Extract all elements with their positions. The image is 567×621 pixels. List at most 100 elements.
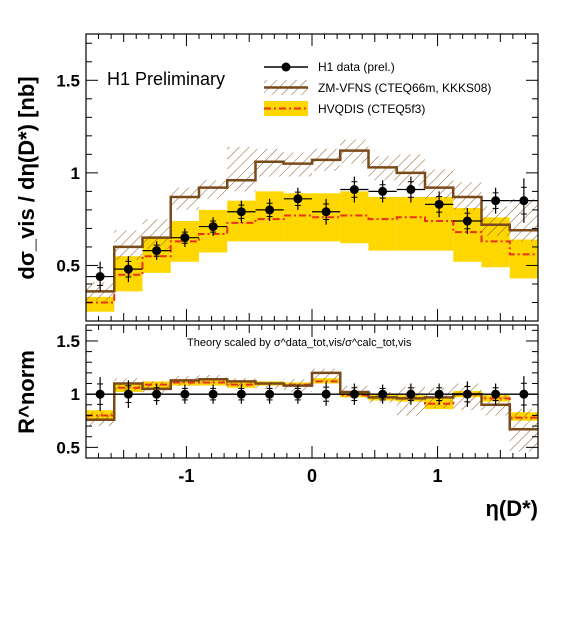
data-point [170,228,199,247]
data-point-marker [265,389,275,399]
bottom-points-layer [86,376,538,413]
zmvfns-band-bin [312,368,341,382]
data-point [509,178,538,223]
data-point-marker [406,389,416,399]
top-y-ticks: 0.5 1 1.5 [56,42,538,322]
data-point-marker [236,207,246,217]
data-point [142,383,171,405]
legend-entry-hvqdis: HVQDIS (CTEQ5f3) [318,102,425,116]
data-point-marker [519,196,529,206]
data-point-marker [293,389,303,399]
data-point [199,217,228,236]
data-point-marker [378,389,388,399]
data-point-marker [462,389,472,399]
bottom-y-axis-label: R^norm [14,350,39,434]
data-point [340,383,369,405]
data-point-marker [519,389,529,399]
data-point [453,208,482,234]
y-tick-label: 0.5 [56,256,80,275]
data-point-marker [491,196,501,206]
data-point-marker [462,216,472,226]
x-tick-label: 1 [433,466,443,486]
data-point [86,377,115,412]
data-point [86,261,115,292]
data-point-marker [349,389,359,399]
data-point [425,383,454,405]
hvqdis-step-line [86,214,538,304]
data-point [368,384,397,404]
y-tick-label: 1.5 [56,332,80,351]
data-point [368,180,397,203]
hvqdis-band-bin [368,196,397,251]
y-tick-label: 1.5 [56,71,80,90]
data-point [340,176,369,203]
data-point [396,176,425,203]
data-point-marker [321,207,331,217]
data-point [114,256,143,283]
legend-data-marker [281,62,291,72]
data-point [396,383,425,405]
data-point [312,198,341,225]
data-point [481,383,510,405]
data-point [227,200,256,223]
top-lines-layer [86,149,538,304]
data-point-marker [293,194,303,204]
data-point [255,198,284,222]
data-point [283,187,312,210]
top-bands-layer [86,139,538,312]
bottom-x-ticks: -1 0 1 [85,325,539,486]
x-tick-label: 0 [307,466,317,486]
bottom-y-ticks: 0.5 1 1.5 [56,329,538,459]
data-point-marker [180,233,190,243]
data-point [453,381,482,407]
top-panel: 0.5 1 1.5 H1 Preliminary dσ_vis / dη(D*) [… [14,33,539,322]
data-point-marker [491,389,501,399]
zmvfns-band-bin [227,146,256,192]
x-tick-label: -1 [178,466,194,486]
data-point-marker [123,264,133,274]
zmvfns-band-bin [199,180,228,199]
data-point-marker [265,205,275,215]
data-point-marker [152,246,162,256]
h1-preliminary-label: H1 Preliminary [107,69,225,89]
zmvfns-step-line [86,149,538,293]
data-point [255,384,284,404]
data-point [509,376,538,413]
y-tick-label: 1 [71,164,80,183]
data-point [114,380,143,408]
data-point-marker [152,389,162,399]
hvqdis-band-bin [509,239,538,279]
theory-scaled-annotation: Theory scaled by σ^data_tot,vis/σ^calc_t… [187,337,412,349]
data-point-marker [406,185,416,195]
data-point-marker [95,272,105,282]
data-point-marker [434,389,444,399]
zmvfns-band-bin [170,187,199,210]
y-tick-label: 0.5 [56,438,80,457]
data-point-marker [434,199,444,209]
data-point [283,384,312,404]
legend-entry-data: H1 data (prel.) [318,60,395,74]
y-tick-label: 1 [71,385,80,404]
data-point-marker [236,389,246,399]
data-point-marker [95,389,105,399]
data-point [312,382,341,406]
data-point-marker [208,222,218,232]
data-point [199,384,228,404]
hvqdis-band-bin [396,196,425,251]
bottom-panel: 0.5 1 1.5 -1 0 1 Theory scaled by σ^data_tot… [14,324,539,521]
top-points-layer [86,176,538,292]
data-point [425,191,454,218]
data-point [170,384,199,404]
data-point-marker [321,389,331,399]
data-point-marker [378,186,388,196]
data-point-marker [123,389,133,399]
legend-entry-zmvfns: ZM-VFNS (CTEQ66m, KKKS08) [318,81,491,95]
data-point [481,187,510,214]
top-y-axis-label: dσ_vis / dη(D*) [nb] [14,76,39,279]
data-point-marker [180,389,190,399]
top-x-ticks [85,34,539,321]
data-point-marker [208,389,218,399]
x-axis-label: η(D*) [485,496,538,521]
data-point [142,241,171,260]
